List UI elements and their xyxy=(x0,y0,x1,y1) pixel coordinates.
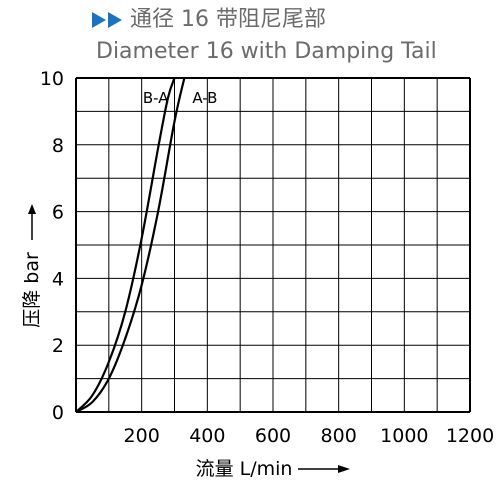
x-tick-label: 600 xyxy=(255,425,291,447)
x-axis-label-group: 流量 L/min xyxy=(196,458,350,480)
series-line-a-b xyxy=(75,77,186,413)
x-axis-label: 流量 L/min xyxy=(196,458,293,480)
x-tick-label: 400 xyxy=(189,425,225,447)
chart-title: 通径 16 带阻尼尾部 xyxy=(130,7,326,32)
y-axis-label-group: 压降 bar xyxy=(21,204,43,328)
chart-subtitle: Diameter 16 with Damping Tail xyxy=(96,39,437,64)
y-tick-label: 2 xyxy=(52,335,64,357)
y-tick-label: 6 xyxy=(52,202,64,224)
series-label-b-a: B-A xyxy=(143,89,169,107)
series-labels: B-A A-B xyxy=(143,89,218,107)
x-tick-label: 200 xyxy=(124,425,160,447)
axis-tick-labels: 200 400 600 800 1000 1200 0 2 4 6 8 10 xyxy=(40,68,494,447)
x-tick-label: 1200 xyxy=(446,425,494,447)
x-tick-label: 800 xyxy=(321,425,357,447)
y-tick-label: 8 xyxy=(52,135,64,157)
y-tick-label: 0 xyxy=(52,402,64,424)
chart-grid xyxy=(75,77,471,413)
y-tick-label: 10 xyxy=(40,68,64,90)
x-tick-label: 1000 xyxy=(380,425,428,447)
y-axis-arrow-head xyxy=(28,204,36,214)
series-label-a-b: A-B xyxy=(192,89,217,107)
chart-series xyxy=(75,77,186,413)
x-axis-arrow-head xyxy=(338,465,350,473)
double-chevron-right-icon xyxy=(92,12,122,28)
y-tick-label: 4 xyxy=(52,268,64,290)
series-line-b-a xyxy=(75,77,176,413)
y-axis-label: 压降 bar xyxy=(21,252,43,328)
